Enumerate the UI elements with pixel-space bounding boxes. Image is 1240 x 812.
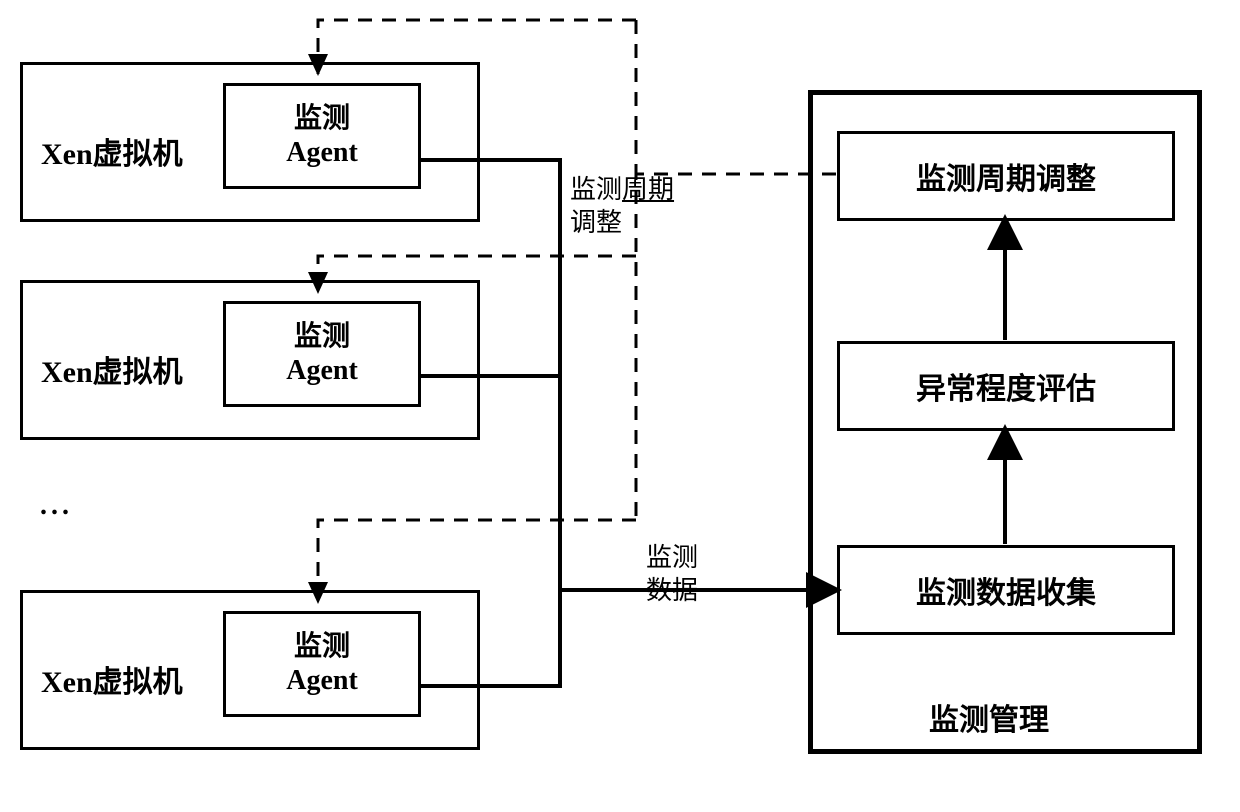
mgmt-label: 监测管理 <box>929 695 1049 739</box>
agent-line1-3: 监测 <box>226 630 418 664</box>
agent-line1-2: 监测 <box>226 320 418 354</box>
mgmt-adjust-text: 监测周期调整 <box>916 154 1096 198</box>
edge-label-period-line2: 调整 <box>570 207 674 240</box>
mgmt-evaluate-text: 异常程度评估 <box>916 364 1096 408</box>
agent-line1-1: 监测 <box>226 102 418 136</box>
mgmt-adjust-box: 监测周期调整 <box>837 131 1175 221</box>
edge-label-data-line1: 监测 <box>646 542 698 575</box>
vm-box-2: Xen虚拟机 监测 Agent <box>20 280 480 440</box>
vm-label-3: Xen虚拟机 <box>41 657 183 701</box>
vm-box-3: Xen虚拟机 监测 Agent <box>20 590 480 750</box>
agent-box-3: 监测 Agent <box>223 611 421 717</box>
mgmt-collect-box: 监测数据收集 <box>837 545 1175 635</box>
agent-line2-2: Agent <box>226 354 418 388</box>
edge-label-data-line2: 数据 <box>646 575 698 608</box>
vm-label-2: Xen虚拟机 <box>41 347 183 391</box>
vm-box-1: Xen虚拟机 监测 Agent <box>20 62 480 222</box>
agent-line2-1: Agent <box>226 136 418 170</box>
management-box: 监测周期调整 异常程度评估 监测数据收集 监测管理 <box>808 90 1202 754</box>
mgmt-collect-text: 监测数据收集 <box>916 568 1096 612</box>
vm-label-1: Xen虚拟机 <box>41 129 183 173</box>
edge-label-data: 监测 数据 <box>646 542 698 607</box>
edge-label-period-line1: 监测周期 <box>570 174 674 207</box>
agent-box-2: 监测 Agent <box>223 301 421 407</box>
mgmt-evaluate-box: 异常程度评估 <box>837 341 1175 431</box>
agent-line2-3: Agent <box>226 664 418 698</box>
ellipsis: ... <box>40 490 73 522</box>
agent-box-1: 监测 Agent <box>223 83 421 189</box>
edge-label-period: 监测周期 调整 <box>570 174 674 239</box>
